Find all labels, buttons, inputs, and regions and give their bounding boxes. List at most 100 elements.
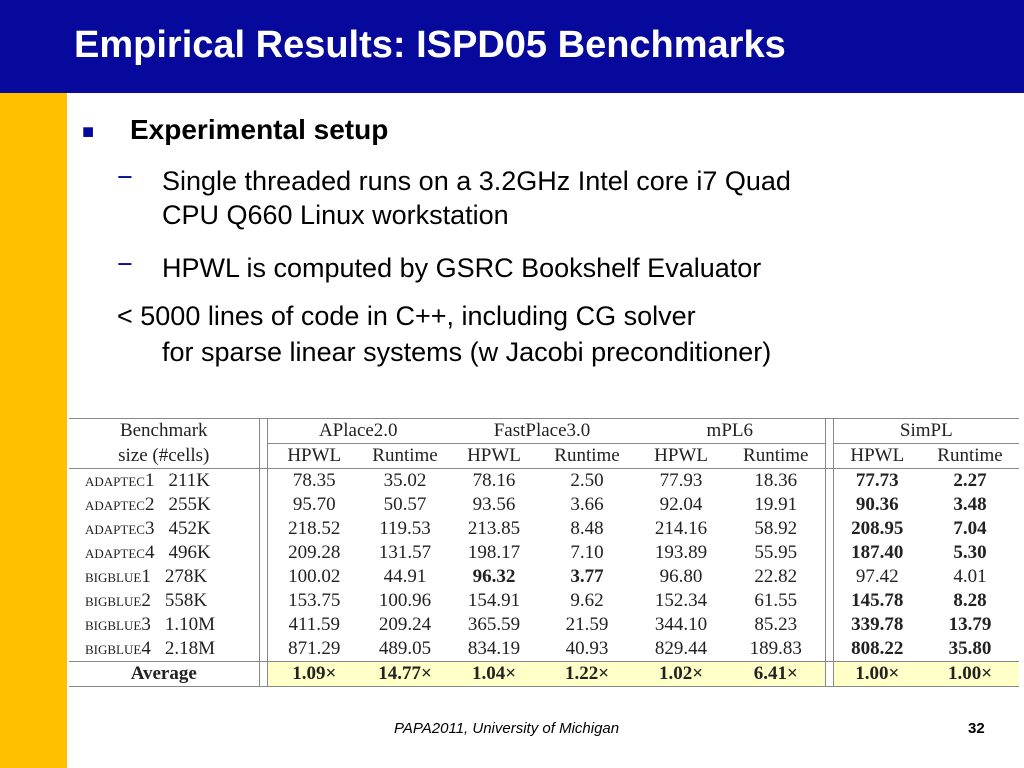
hpwl-cell: 209.28	[288, 542, 341, 563]
sub-bullet-hardware-line1: Single threaded runs on a 3.2GHz Intel c…	[162, 166, 791, 196]
runtime-cell: 85.23	[754, 614, 798, 635]
runtime-cell: 189.83	[727, 637, 826, 662]
runtime-cell: 13.79	[948, 614, 992, 635]
average-cell: 1.09×	[267, 661, 361, 687]
column-separator	[258, 661, 268, 687]
runtime-cell: 7.04	[953, 518, 987, 539]
hpwl-cell: 152.34	[654, 590, 708, 611]
runtime-cell: 21.59	[565, 614, 609, 635]
column-separator	[824, 565, 834, 589]
column-separator	[824, 637, 834, 662]
hpwl-cell: 344.10	[654, 614, 708, 635]
subheader-hpwl: HPWL	[267, 443, 361, 469]
runtime-cell: 61.55	[754, 590, 798, 611]
benchmark-cell: adaptec3 452K	[69, 517, 259, 541]
runtime-cell: 3.48	[953, 494, 987, 515]
group-simpl: SimPL	[833, 418, 1020, 444]
hpwl-cell: 145.78	[851, 590, 904, 611]
benchmark-cell: bigblue2 558K	[69, 589, 259, 613]
column-separator	[824, 517, 834, 541]
hpwl-cell: 187.40	[851, 542, 904, 563]
column-separator	[258, 637, 268, 662]
subheader-runtime: Runtime	[539, 443, 636, 469]
hpwl-cell: 834.19	[449, 637, 539, 662]
benchmark-size: 558K	[164, 590, 208, 611]
benchmark-cell: bigblue4 2.18M	[69, 637, 259, 662]
hpwl-cell: 92.04	[659, 494, 703, 515]
benchmark-cell: bigblue1 278K	[69, 565, 259, 589]
table-row: adaptec1 211K 78.35 35.02 78.16 2.50 77.93 18.3…	[69, 468, 1019, 494]
hpwl-cell: 78.16	[472, 470, 516, 491]
runtime-cell: 2.27	[953, 470, 987, 491]
hpwl-cell: 90.36	[855, 494, 899, 515]
runtime-cell: 489.05	[361, 637, 449, 662]
runtime-cell: 100.96	[378, 590, 432, 611]
runtime-cell: 5.30	[953, 542, 987, 563]
benchmark-cell: adaptec1 211K	[69, 469, 259, 494]
benchmark-size: 496K	[168, 542, 211, 563]
runtime-cell: 8.48	[570, 518, 604, 539]
hpwl-cell: 208.95	[851, 518, 904, 539]
sub-bullet-hardware: Single threaded runs on a 3.2GHz Intel c…	[162, 164, 791, 232]
subheader-hpwl: HPWL	[449, 443, 539, 469]
column-separator	[824, 541, 834, 565]
bullet-experimental-setup: Experimental setup	[130, 114, 389, 145]
hpwl-cell: 339.78	[851, 614, 904, 635]
hpwl-cell: 100.02	[288, 566, 341, 587]
benchmark-name: adaptec3	[85, 518, 155, 539]
hpwl-cell: 78.35	[292, 470, 336, 491]
hpwl-cell: 213.85	[467, 518, 521, 539]
runtime-cell: 50.57	[383, 494, 427, 515]
table-row: adaptec3 452K 218.52 119.53 213.85 8.48 214.16…	[69, 517, 1019, 541]
code-lines-line2: for sparse linear systems (w Jacobi prec…	[162, 337, 772, 367]
runtime-cell: 44.91	[383, 566, 427, 587]
benchmark-cell: adaptec2 255K	[69, 493, 259, 517]
column-separator	[824, 589, 834, 613]
average-cell: 14.77×	[361, 661, 449, 687]
runtime-cell: 18.36	[754, 470, 798, 491]
left-accent-bar	[0, 93, 67, 768]
table-row: adaptec2 255K 95.70 50.57 93.56 3.66 92.04 19.9…	[69, 493, 1019, 517]
benchmark-size: 211K	[168, 470, 210, 491]
runtime-cell: 209.24	[378, 614, 432, 635]
runtime-cell: 3.77	[570, 566, 604, 587]
hpwl-cell: 96.80	[659, 566, 703, 587]
hpwl-cell: 365.59	[467, 614, 521, 635]
runtime-cell: 58.92	[754, 518, 798, 539]
column-separator	[258, 443, 268, 469]
hpwl-cell: 218.52	[288, 518, 341, 539]
hpwl-cell: 153.75	[288, 590, 341, 611]
runtime-cell: 3.66	[570, 494, 604, 515]
runtime-cell: 8.28	[953, 590, 987, 611]
average-cell: 6.41×	[727, 661, 826, 687]
benchmark-cell: bigblue3 1.10M	[69, 613, 259, 637]
column-separator	[824, 493, 834, 517]
hpwl-cell: 871.29	[267, 637, 361, 662]
hpwl-cell: 214.16	[654, 518, 708, 539]
benchmark-size: 2.18M	[164, 638, 215, 659]
bullet-square-icon: ■	[82, 121, 95, 143]
column-separator	[824, 661, 834, 687]
benchmark-name: bigblue2	[85, 590, 151, 611]
runtime-cell: 35.80	[921, 637, 1020, 662]
benchmark-name: adaptec2	[85, 494, 155, 515]
column-separator	[258, 541, 268, 565]
table-header-row-1: Benchmark APlace2.0 FastPlace3.0 mPL6 Si…	[69, 418, 1020, 444]
column-separator	[258, 565, 268, 589]
dash-icon: −	[117, 162, 133, 192]
hpwl-cell: 96.32	[472, 566, 516, 587]
benchmark-size: 255K	[168, 494, 211, 515]
subheader-hpwl: HPWL	[635, 443, 728, 469]
group-aplace: APlace2.0	[267, 418, 449, 444]
footer-text: PAPA2011, University of Michigan	[394, 720, 620, 737]
average-cell: 1.22×	[539, 661, 636, 687]
column-separator	[258, 468, 268, 493]
title-bar	[0, 0, 1024, 93]
hpwl-cell: 97.42	[855, 566, 899, 587]
col-benchmark-header: Benchmark	[69, 418, 259, 444]
benchmark-size: 1.10M	[164, 614, 215, 635]
average-cell: 1.02×	[635, 661, 728, 687]
benchmark-size: 278K	[164, 566, 208, 587]
hpwl-cell: 193.89	[654, 542, 708, 563]
column-separator	[258, 517, 268, 541]
